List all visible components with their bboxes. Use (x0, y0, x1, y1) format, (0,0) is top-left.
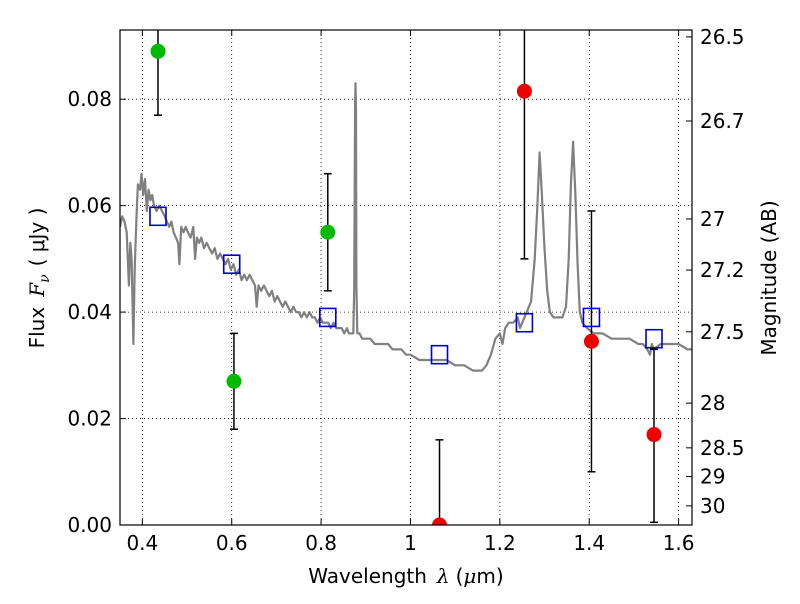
model-square-marker (645, 328, 663, 349)
x-tick-label: 0.4 (126, 531, 158, 555)
x-tick-label: 1.4 (573, 531, 605, 555)
y-tick-label: 0.04 (67, 300, 112, 324)
plot-frame (119, 29, 693, 526)
y-tick-label: 0.06 (67, 194, 112, 218)
x-tick-label: 1 (404, 531, 417, 555)
observed-point-green (226, 373, 242, 389)
observed-point-red (646, 427, 662, 443)
x-tick-label: 0.6 (216, 531, 248, 555)
model-square-marker (515, 312, 534, 333)
plot-background (120, 30, 692, 525)
spectrum-line (120, 82, 692, 372)
y-axis-title: FluxFν( μJy ) (25, 208, 53, 349)
y2-axis-title: Magnitude (AB) (757, 200, 781, 355)
model-square-marker (430, 344, 449, 365)
x-axis-title: Wavelength λ (μm) (308, 564, 503, 588)
y-tick-label: 0.08 (67, 87, 112, 111)
model-square-marker (582, 307, 601, 328)
model-square-marker (222, 254, 241, 274)
y2-tick-label: 28 (700, 391, 725, 415)
y2-tick-label: 30 (700, 494, 725, 518)
observed-point-red (432, 517, 448, 525)
y-tick-label: 0.00 (67, 513, 112, 537)
y2-tick-label: 26.5 (700, 25, 745, 49)
observed-point-green (320, 224, 336, 240)
y2-tick-label: 29 (700, 465, 725, 489)
y2-tick-label: 26.7 (700, 109, 745, 133)
model-square-marker (318, 307, 337, 328)
observed-flux-points (150, 43, 662, 525)
y2-tick-label: 27 (700, 207, 725, 231)
y2-tick-label: 27.2 (700, 258, 745, 282)
observed-point-red (583, 333, 599, 349)
observed-point-red (516, 83, 532, 99)
y-tick-label: 0.02 (67, 407, 112, 431)
x-tick-label: 0.8 (305, 531, 337, 555)
y2-tick-label: 27.5 (700, 320, 745, 344)
observed-point-green (150, 43, 166, 59)
template-spectrum (120, 82, 692, 372)
model-square-marker (149, 206, 167, 227)
x-tick-label: 1.2 (484, 531, 516, 555)
model-flux-points (149, 206, 663, 365)
y2-tick-label: 28.5 (700, 436, 745, 460)
axis-ticks: 0.4 0.6 0.8 1 1.2 1.4 1.6 0.00 0.02 0.04 0.06 0.08 2… (67, 25, 744, 555)
x-tick-label: 1.6 (663, 531, 695, 555)
